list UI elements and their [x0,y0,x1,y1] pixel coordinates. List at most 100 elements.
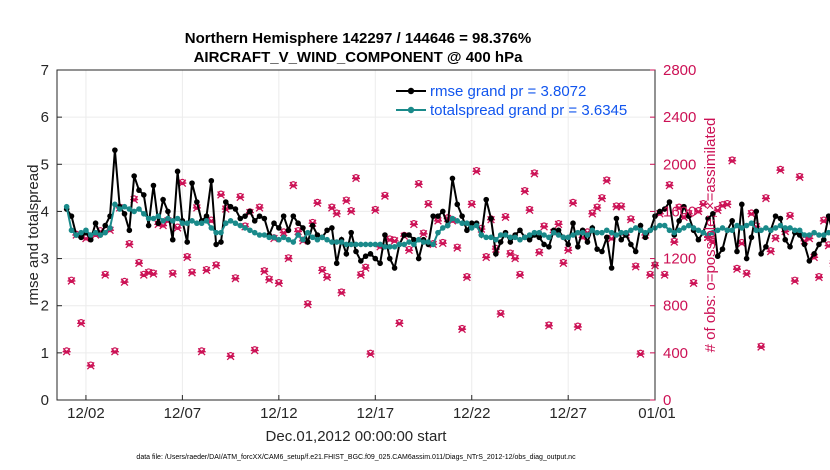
obs-assimilated-marker [458,325,467,334]
totalspread-point [285,236,292,243]
obs-assimilated-marker [728,156,737,165]
rmse-point [816,241,822,248]
totalspread-point [594,229,600,236]
totalspread-point [377,241,383,248]
obs-possible-marker [511,254,519,261]
obs-assimilated-marker [776,166,785,175]
right-axis: 0 400 800 1200 1600 2000 2400 2800 [650,62,696,409]
totalspread-point [184,220,191,227]
totalspread-point [763,225,769,231]
totalspread-point [478,232,485,238]
obs-possible-marker [352,174,360,181]
rmse-point [300,225,306,231]
totalspread-point [512,234,518,241]
obs-possible-marker [357,270,365,278]
obs-possible-marker [343,196,350,203]
obs-assimilated-marker [569,199,578,208]
rmse-point [632,248,639,255]
x-tick-label: 01/01 [638,405,676,422]
totalspread-point [526,232,533,238]
rmse-point [483,196,490,203]
obs-assimilated-marker [173,224,182,232]
totalspread-point [555,232,562,238]
obs-possible-marker [589,209,596,216]
totalspread-point [444,222,451,229]
totalspread-point [280,234,287,241]
obs-possible-marker [728,156,736,163]
obs-assimilated-marker [356,271,365,279]
rmse-point [411,236,417,243]
obs-possible-marker [179,178,186,186]
totalspread-point [174,215,181,222]
obs-assimilated-marker [323,273,332,282]
obs-possible-marker [425,199,432,207]
obs-assimilated-marker [824,241,830,250]
totalspread-point [820,232,827,238]
totalspread-point [150,215,157,222]
rmse-point [184,239,191,245]
totalspread-point [343,241,350,248]
totalspread-point [734,222,740,229]
totalspread-point [237,222,244,229]
totalspread-point [637,227,644,234]
totalspread-point [203,218,210,224]
obs-assimilated-marker [62,347,71,356]
totalspread-point [705,232,711,238]
obs-assimilated-marker [390,237,399,245]
totalspread-point [459,220,465,227]
obs-possible-marker [347,207,355,214]
obs-assimilated-marker [723,200,732,209]
totalspread-point [628,227,634,234]
obs-possible-marker [618,202,625,209]
obs-possible-marker [314,198,321,206]
obs-assimilated-marker [371,206,380,215]
obs-possible-marker [410,220,418,227]
obs-assimilated-marker [284,254,293,263]
obs-assimilated-marker [409,220,418,229]
obs-assimilated-marker [559,259,568,268]
totalspread-point [782,225,789,231]
obs-assimilated-marker [289,181,298,190]
rmse-point [753,208,760,215]
rmse-point [194,199,200,205]
rmse-point [348,229,354,236]
totalspread-point [623,229,629,236]
totalspread-point [767,227,774,234]
rmse-point [222,199,229,205]
obs-assimilated-marker [125,240,134,249]
plot-area [57,70,655,400]
obs-possible-marker [304,300,311,307]
rmse-point [777,215,784,222]
obs-assimilated-marker [462,273,471,282]
obs-assimilated-marker [665,181,674,190]
totalspread-point [825,229,830,236]
totalspread-point [546,234,552,241]
obs-assimilated-marker [631,262,640,271]
totalspread-point [353,241,359,248]
legend-rmse-label: rmse grand pr = 3.8072 [430,83,586,100]
totalspread-point [362,241,369,248]
obs-possible-marker [502,212,509,220]
totalspread-point [739,225,745,231]
obs-assimilated-marker [520,187,529,196]
obs-assimilated-marker [265,275,274,284]
obs-assimilated-marker [405,246,414,255]
rmse-point [247,208,253,215]
rmse-point [613,215,620,222]
rmse-point [304,239,311,245]
totalspread-point [415,236,422,243]
totalspread-point [811,229,817,236]
chart-title-line-2: AIRCRAFT_V_WIND_COMPONENT @ 400 hPa [194,49,524,66]
totalspread-point [743,222,750,229]
rmse-point [488,215,494,222]
rmse-point [454,201,461,208]
obs-assimilated-marker [110,347,119,356]
left-tick-label: 2 [41,298,49,315]
obs-assimilated-marker [86,361,95,370]
obs-assimilated-marker [380,192,389,200]
obs-possible-marker [700,199,707,207]
rmse-point [391,265,398,271]
obs-assimilated-marker [554,220,563,229]
obs-assimilated-marker [646,271,655,279]
